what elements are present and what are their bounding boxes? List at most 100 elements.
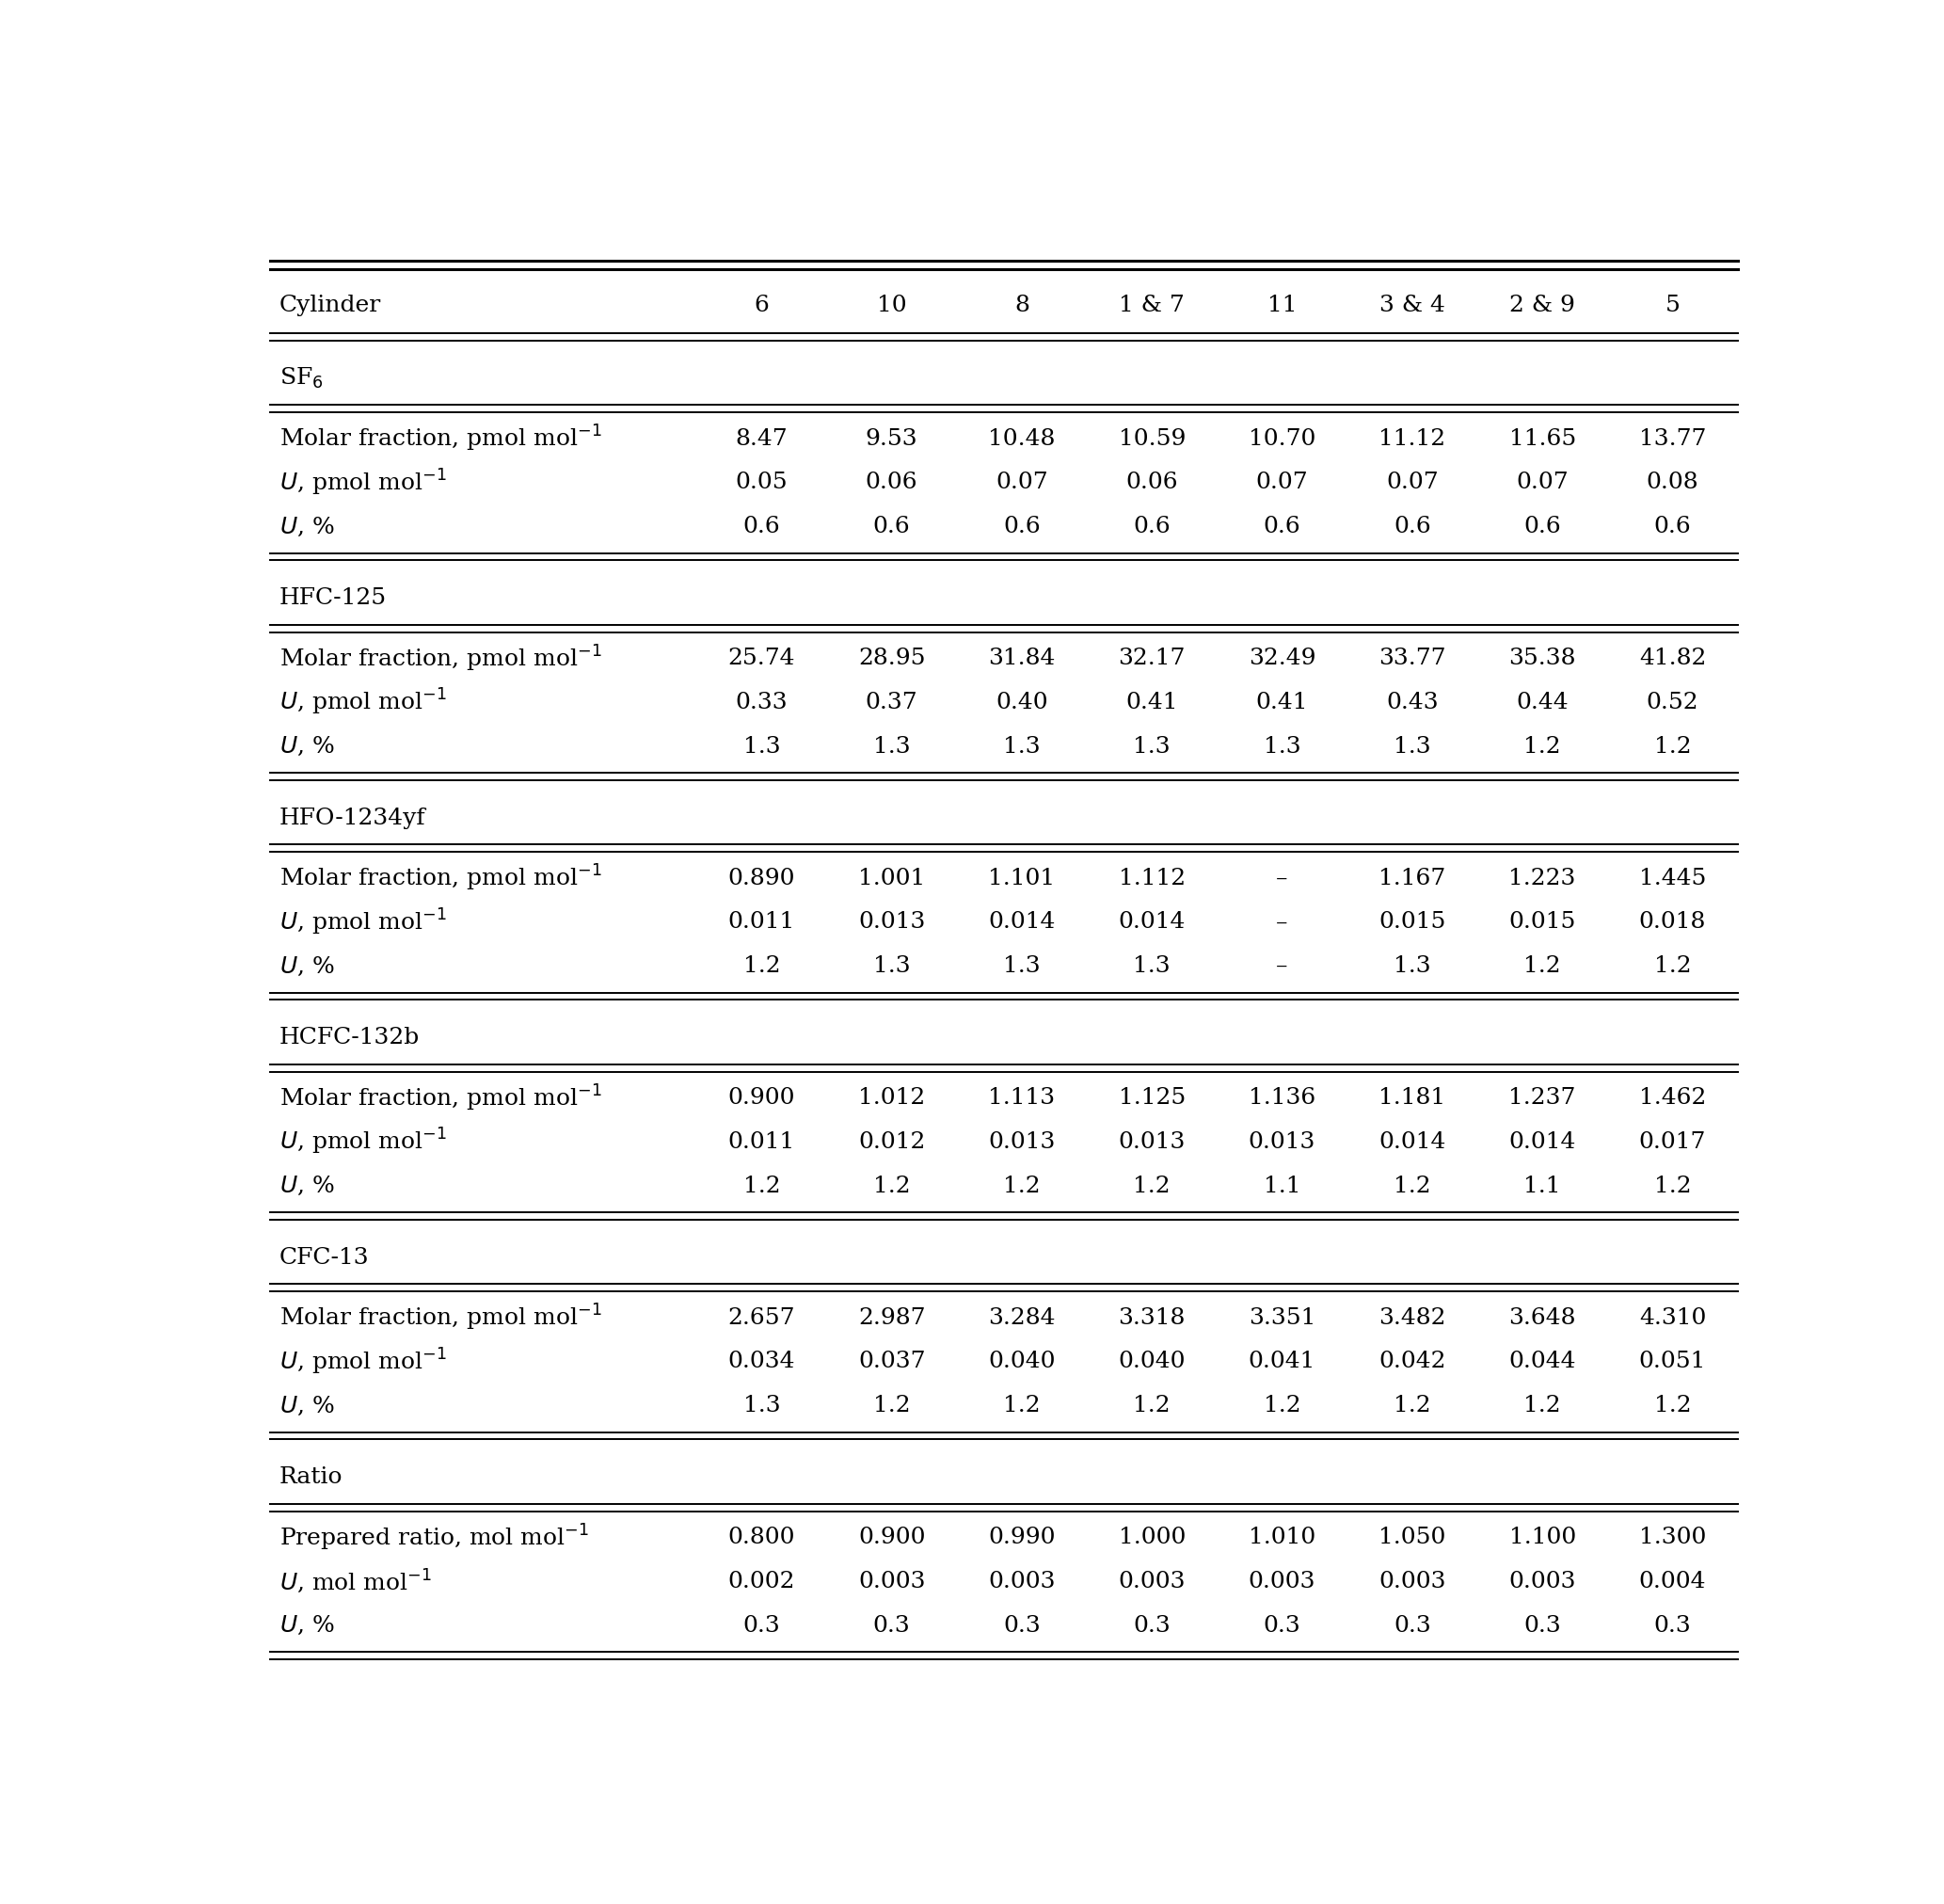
Text: 0.3: 0.3 [1003, 1615, 1040, 1636]
Text: 3 & 4: 3 & 4 [1380, 295, 1444, 316]
Text: 0.3: 0.3 [743, 1615, 780, 1636]
Text: 0.52: 0.52 [1647, 691, 1699, 714]
Text: 0.6: 0.6 [1654, 516, 1691, 537]
Text: 8: 8 [1015, 295, 1028, 316]
Text: 1.050: 1.050 [1378, 1527, 1446, 1548]
Text: 0.041: 0.041 [1248, 1352, 1316, 1373]
Text: 1.2: 1.2 [1654, 735, 1691, 758]
Text: 0.002: 0.002 [727, 1571, 795, 1592]
Text: 1.2: 1.2 [1524, 735, 1561, 758]
Text: $U$, pmol mol$^{-1}$: $U$, pmol mol$^{-1}$ [280, 468, 447, 497]
Text: 0.3: 0.3 [1133, 1615, 1170, 1636]
Text: 8.47: 8.47 [735, 428, 787, 449]
Text: 0.6: 0.6 [873, 516, 910, 537]
Text: 0.003: 0.003 [1248, 1571, 1316, 1592]
Text: HFC-125: HFC-125 [280, 588, 387, 609]
Text: 0.41: 0.41 [1126, 691, 1178, 714]
Text: 1.3: 1.3 [1264, 735, 1301, 758]
Text: 28.95: 28.95 [857, 647, 925, 670]
Text: 11: 11 [1267, 295, 1297, 316]
Text: $U$, %: $U$, % [280, 1175, 334, 1198]
Text: 0.051: 0.051 [1639, 1352, 1707, 1373]
Text: 2.987: 2.987 [857, 1306, 925, 1329]
Text: 0.034: 0.034 [727, 1352, 795, 1373]
Text: 1.001: 1.001 [857, 868, 925, 889]
Text: 1.101: 1.101 [988, 868, 1056, 889]
Text: 0.3: 0.3 [1524, 1615, 1561, 1636]
Text: SF$_6$: SF$_6$ [280, 366, 323, 390]
Text: 1.1: 1.1 [1264, 1175, 1301, 1198]
Text: 0.018: 0.018 [1639, 912, 1707, 933]
Text: $U$, %: $U$, % [280, 1615, 334, 1637]
Text: 0.40: 0.40 [995, 691, 1048, 714]
Text: 1.2: 1.2 [1654, 1175, 1691, 1198]
Text: 3.284: 3.284 [988, 1306, 1056, 1329]
Text: 33.77: 33.77 [1378, 647, 1446, 670]
Text: 0.890: 0.890 [727, 868, 795, 889]
Text: 0.6: 0.6 [1133, 516, 1170, 537]
Text: 10.70: 10.70 [1248, 428, 1316, 449]
Text: $U$, %: $U$, % [280, 735, 334, 758]
Text: 1.2: 1.2 [1394, 1175, 1431, 1198]
Text: 0.07: 0.07 [995, 472, 1048, 493]
Text: $U$, %: $U$, % [280, 956, 334, 977]
Text: Molar fraction, pmol mol$^{-1}$: Molar fraction, pmol mol$^{-1}$ [280, 644, 601, 674]
Text: 0.6: 0.6 [1003, 516, 1040, 537]
Text: 0.08: 0.08 [1647, 472, 1699, 493]
Text: Molar fraction, pmol mol$^{-1}$: Molar fraction, pmol mol$^{-1}$ [280, 1302, 601, 1333]
Text: 1.237: 1.237 [1509, 1087, 1577, 1108]
Text: 0.3: 0.3 [1264, 1615, 1301, 1636]
Text: 0.6: 0.6 [1524, 516, 1561, 537]
Text: 0.004: 0.004 [1639, 1571, 1707, 1592]
Text: 0.003: 0.003 [1118, 1571, 1186, 1592]
Text: 3.648: 3.648 [1509, 1306, 1577, 1329]
Text: Prepared ratio, mol mol$^{-1}$: Prepared ratio, mol mol$^{-1}$ [280, 1523, 589, 1552]
Text: 1.3: 1.3 [873, 956, 910, 977]
Text: Molar fraction, pmol mol$^{-1}$: Molar fraction, pmol mol$^{-1}$ [280, 423, 601, 453]
Text: 1.2: 1.2 [1003, 1175, 1040, 1198]
Text: 0.011: 0.011 [729, 912, 795, 933]
Text: Cylinder: Cylinder [280, 295, 381, 316]
Text: 10: 10 [877, 295, 906, 316]
Text: 2 & 9: 2 & 9 [1509, 295, 1575, 316]
Text: 1.012: 1.012 [857, 1087, 925, 1108]
Text: 1.3: 1.3 [1003, 956, 1040, 977]
Text: 0.07: 0.07 [1386, 472, 1439, 493]
Text: 32.49: 32.49 [1248, 647, 1316, 670]
Text: $U$, pmol mol$^{-1}$: $U$, pmol mol$^{-1}$ [280, 1346, 447, 1377]
Text: 0.011: 0.011 [729, 1131, 795, 1152]
Text: 1.2: 1.2 [873, 1396, 910, 1417]
Text: –: – [1275, 912, 1289, 933]
Text: 1 & 7: 1 & 7 [1120, 295, 1184, 316]
Text: 0.014: 0.014 [1509, 1131, 1577, 1152]
Text: 0.017: 0.017 [1639, 1131, 1707, 1152]
Text: 1.2: 1.2 [1654, 956, 1691, 977]
Text: 1.2: 1.2 [873, 1175, 910, 1198]
Text: 31.84: 31.84 [988, 647, 1056, 670]
Text: 0.6: 0.6 [1394, 516, 1431, 537]
Text: 10.48: 10.48 [988, 428, 1056, 449]
Text: 1.2: 1.2 [743, 1175, 780, 1198]
Text: $U$, pmol mol$^{-1}$: $U$, pmol mol$^{-1}$ [280, 906, 447, 937]
Text: 1.300: 1.300 [1639, 1527, 1707, 1548]
Text: 0.014: 0.014 [988, 912, 1056, 933]
Text: 1.2: 1.2 [1394, 1396, 1431, 1417]
Text: 11.65: 11.65 [1509, 428, 1577, 449]
Text: 0.07: 0.07 [1516, 472, 1569, 493]
Text: 0.3: 0.3 [1654, 1615, 1691, 1636]
Text: HFO-1234yf: HFO-1234yf [280, 807, 426, 828]
Text: 0.06: 0.06 [1126, 472, 1178, 493]
Text: 0.43: 0.43 [1386, 691, 1439, 714]
Text: 0.003: 0.003 [988, 1571, 1056, 1592]
Text: 0.07: 0.07 [1256, 472, 1308, 493]
Text: 0.013: 0.013 [1118, 1131, 1186, 1152]
Text: HCFC-132b: HCFC-132b [280, 1026, 420, 1049]
Text: 0.003: 0.003 [1378, 1571, 1446, 1592]
Text: $U$, pmol mol$^{-1}$: $U$, pmol mol$^{-1}$ [280, 687, 447, 718]
Text: 0.990: 0.990 [988, 1527, 1056, 1548]
Text: 0.003: 0.003 [1509, 1571, 1577, 1592]
Text: –: – [1275, 956, 1289, 977]
Text: 25.74: 25.74 [727, 647, 795, 670]
Text: 1.3: 1.3 [1003, 735, 1040, 758]
Text: 1.3: 1.3 [873, 735, 910, 758]
